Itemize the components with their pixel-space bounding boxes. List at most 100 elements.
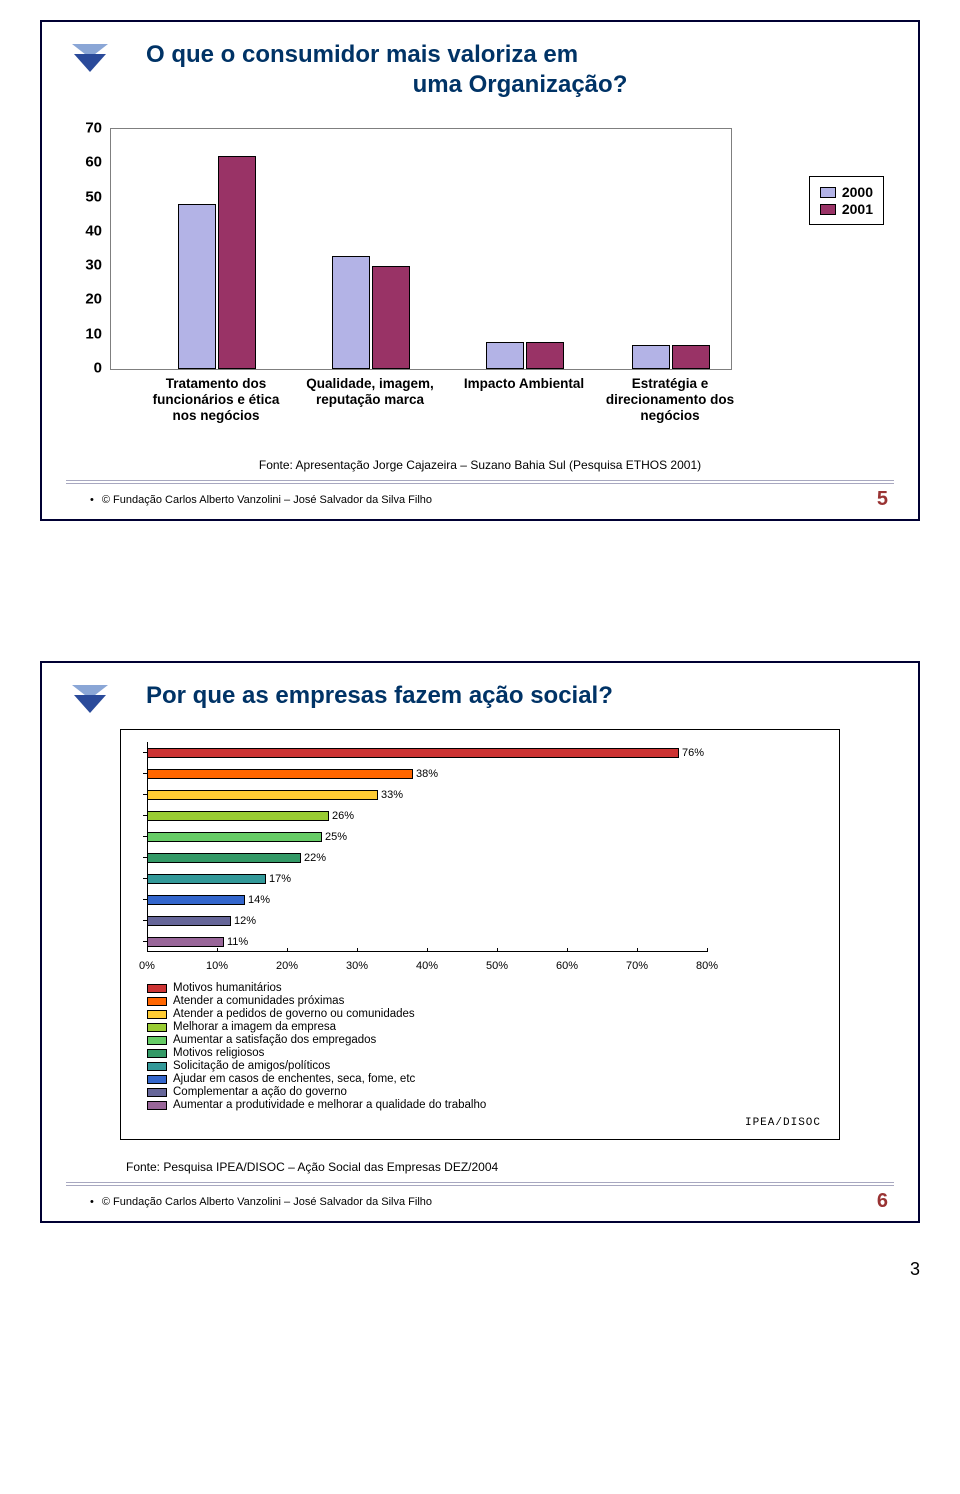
bar-group [611,345,731,369]
legend-label: Aumentar a produtividade e melhorar a qu… [173,1099,486,1111]
legend-swatch-icon [147,997,167,1006]
hbar-row: 38% [147,769,413,779]
x-axis-label: Tratamento dos funcionários e ética nos … [136,372,296,425]
legend-item: 2001 [820,201,873,217]
chart-source: Fonte: Apresentação Jorge Cajazeira – Su… [66,458,894,472]
bar [332,256,370,369]
bar [178,204,216,369]
plot-area [110,128,732,370]
legend-label: Atender a comunidades próximas [173,995,344,1007]
bullet-icon: • [90,1196,94,1208]
hbar-value-label: 11% [223,936,248,948]
legend-swatch-icon [147,1088,167,1097]
title-line1: O que o consumidor mais valoriza em [146,41,578,68]
legend-item: Solicitação de amigos/políticos [147,1060,821,1072]
hbar: 14% [147,895,245,905]
hbar-row: 25% [147,832,322,842]
y-tick-label: 0 [94,360,102,377]
y-tick-label: 40 [85,222,102,239]
legend-swatch-icon [147,1062,167,1071]
bar [632,345,670,369]
legend-swatch-icon [147,1101,167,1110]
legend-label: 2001 [842,201,873,217]
y-tick-mark [143,773,147,774]
legend-swatch-icon [147,984,167,993]
hbar-row: 76% [147,748,679,758]
x-tick-label: 70% [626,960,648,972]
title-line2: uma Organização? [146,70,894,100]
x-tick-mark [217,948,218,952]
slide-footer: • © Fundação Carlos Alberto Vanzolini – … [66,484,894,511]
legend-item: 2000 [820,184,873,200]
hbar-row: 11% [147,937,224,947]
legend-item: Motivos religiosos [147,1047,821,1059]
legend-swatch-icon [147,1075,167,1084]
legend-item: Aumentar a satisfação dos empregados [147,1034,821,1046]
slide-page-number: 6 [877,1190,894,1213]
y-tick-label: 60 [85,154,102,171]
hbar-value-label: 76% [678,747,704,759]
legend-swatch-icon [820,187,836,198]
bar-group [465,342,585,369]
figure-source-label: IPEA/DISOC [139,1117,821,1129]
slide-title: O que o consumidor mais valoriza em uma … [146,40,894,100]
legend-label: 2000 [842,184,873,200]
legend-item: Motivos humanitários [147,982,821,994]
slide-5: O que o consumidor mais valoriza em uma … [40,20,920,521]
legend-label: Aumentar a satisfação dos empregados [173,1034,376,1046]
vanzolini-logo-icon [68,681,112,717]
bar [218,156,256,369]
legend-label: Ajudar em casos de enchentes, seca, fome… [173,1073,415,1085]
slide-title: Por que as empresas fazem ação social? [146,681,894,711]
bar-group [157,156,277,369]
y-tick-mark [143,752,147,753]
footer-text: © Fundação Carlos Alberto Vanzolini – Jo… [102,494,432,506]
hbar-row: 14% [147,895,245,905]
legend-item: Melhorar a imagem da empresa [147,1021,821,1033]
legend-swatch-icon [147,1049,167,1058]
legend-label: Motivos humanitários [173,982,282,994]
hbar-plot: 76%38%33%26%25%22%17%14%12%11%0%10%20%30… [147,742,707,972]
bar [372,266,410,369]
slide-6: Por que as empresas fazem ação social? 7… [40,661,920,1223]
chart-legend: 20002001 [809,176,884,225]
x-tick-mark [637,948,638,952]
x-tick-mark [567,948,568,952]
hbar-value-label: 26% [328,810,354,822]
legend-swatch-icon [820,204,836,215]
y-tick-mark [143,941,147,942]
hbar-value-label: 12% [230,915,256,927]
legend-label: Atender a pedidos de governo ou comunida… [173,1008,415,1020]
y-axis: 010203040506070 [66,128,102,368]
y-tick-mark [143,857,147,858]
hbar-row: 17% [147,874,266,884]
legend-item: Ajudar em casos de enchentes, seca, fome… [147,1073,821,1085]
hbar: 22% [147,853,301,863]
legend-swatch-icon [147,1036,167,1045]
hbar-value-label: 33% [377,789,403,801]
hbar-row: 22% [147,853,301,863]
slide-page-number: 5 [877,488,894,511]
bar [672,345,710,369]
x-tick-label: 20% [276,960,298,972]
x-tick-mark [357,948,358,952]
hbar: 76% [147,748,679,758]
hbar: 33% [147,790,378,800]
x-tick-label: 0% [139,960,155,972]
legend-item: Complementar a ação do governo [147,1086,821,1098]
hbar: 12% [147,916,231,926]
legend-label: Melhorar a imagem da empresa [173,1021,336,1033]
x-tick-label: 60% [556,960,578,972]
hbar-value-label: 14% [244,894,270,906]
x-axis-label: Impacto Ambiental [444,372,604,392]
hbar: 25% [147,832,322,842]
hbar-row: 26% [147,811,329,821]
legend-item: Atender a pedidos de governo ou comunida… [147,1008,821,1020]
hbar-value-label: 38% [412,768,438,780]
hbar-value-label: 25% [321,831,347,843]
legend-label: Complementar a ação do governo [173,1086,347,1098]
hbar-row: 33% [147,790,378,800]
bar-group [311,256,431,369]
y-tick-mark [143,920,147,921]
bullet-icon: • [90,494,94,506]
